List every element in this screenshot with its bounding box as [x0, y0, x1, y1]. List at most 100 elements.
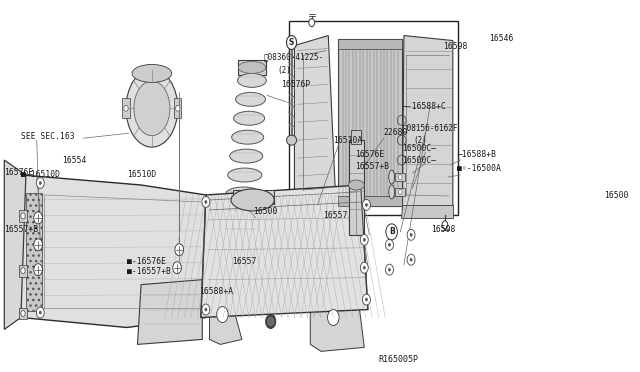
Circle shape [202, 196, 210, 208]
Ellipse shape [226, 187, 261, 201]
Ellipse shape [134, 81, 170, 136]
Polygon shape [138, 280, 202, 344]
Bar [232, 190, 275, 204]
Bar [396, 188, 405, 196]
Circle shape [34, 239, 42, 251]
Bar [338, 196, 403, 206]
Text: ■-16510D: ■-16510D [21, 170, 60, 179]
Text: 16557: 16557 [232, 257, 257, 266]
Ellipse shape [238, 61, 266, 73]
Ellipse shape [237, 73, 266, 87]
Text: 16576P: 16576P [282, 80, 311, 89]
Circle shape [399, 189, 402, 195]
Circle shape [175, 244, 184, 256]
Circle shape [21, 311, 25, 317]
Text: 16598: 16598 [443, 42, 467, 51]
Circle shape [36, 177, 44, 189]
Text: ■-16557+B: ■-16557+B [127, 267, 171, 276]
Bar [349, 140, 364, 235]
Polygon shape [310, 290, 364, 352]
Circle shape [365, 203, 367, 206]
Text: S: S [289, 38, 294, 47]
Circle shape [328, 310, 339, 326]
Text: (2): (2) [413, 136, 427, 145]
Bar [338, 39, 403, 48]
Ellipse shape [126, 70, 178, 147]
Circle shape [362, 294, 371, 305]
Ellipse shape [228, 168, 262, 182]
Circle shape [217, 307, 228, 323]
Polygon shape [401, 205, 453, 218]
Circle shape [34, 212, 42, 224]
Bar [19, 210, 27, 222]
Text: R165005P: R165005P [378, 355, 418, 364]
Circle shape [205, 308, 207, 311]
Ellipse shape [232, 130, 264, 144]
Circle shape [386, 224, 397, 240]
Text: ⒲08156-6162F: ⒲08156-6162F [403, 124, 458, 133]
Polygon shape [403, 36, 453, 210]
Text: 22680: 22680 [384, 128, 408, 137]
Text: 16598: 16598 [431, 225, 456, 234]
Polygon shape [21, 175, 206, 327]
Circle shape [39, 182, 42, 185]
Circle shape [202, 304, 210, 315]
Ellipse shape [388, 170, 394, 184]
Circle shape [266, 314, 276, 328]
Circle shape [124, 105, 128, 111]
Circle shape [407, 229, 415, 240]
Ellipse shape [348, 180, 364, 190]
Ellipse shape [287, 135, 296, 145]
Text: SEE SEC.163: SEE SEC.163 [21, 132, 74, 141]
Circle shape [268, 318, 273, 326]
Circle shape [410, 233, 412, 236]
Text: (2): (2) [277, 66, 291, 75]
Text: ─-16588+C: ─-16588+C [402, 102, 445, 111]
Text: 16510A: 16510A [333, 136, 363, 145]
Ellipse shape [224, 206, 260, 220]
Text: 16500: 16500 [253, 208, 277, 217]
Ellipse shape [221, 225, 259, 239]
Text: 16557+B: 16557+B [355, 161, 389, 171]
Circle shape [362, 199, 371, 211]
Circle shape [34, 264, 42, 276]
Circle shape [385, 239, 394, 250]
Text: ─16588+B: ─16588+B [457, 150, 496, 158]
Bar [122, 98, 129, 118]
Ellipse shape [234, 111, 264, 125]
Circle shape [407, 254, 415, 265]
Circle shape [205, 201, 207, 203]
Bar [396, 173, 405, 181]
Circle shape [385, 264, 394, 275]
Text: Ⓝ08360-41225-: Ⓝ08360-41225- [264, 52, 324, 61]
Text: 16500C─: 16500C─ [403, 144, 436, 153]
Polygon shape [201, 185, 368, 318]
Circle shape [21, 268, 25, 274]
Bar [19, 308, 27, 320]
Polygon shape [209, 298, 242, 344]
Ellipse shape [230, 149, 263, 163]
Bar [174, 98, 181, 118]
Circle shape [360, 234, 368, 245]
Circle shape [36, 307, 44, 318]
Text: 16546: 16546 [489, 34, 513, 43]
Circle shape [39, 311, 42, 314]
Bar [351, 130, 362, 144]
Text: 16554: 16554 [62, 155, 86, 164]
Ellipse shape [231, 189, 275, 211]
Polygon shape [294, 36, 335, 205]
Text: 16588+A: 16588+A [200, 287, 234, 296]
Circle shape [410, 258, 412, 261]
Ellipse shape [132, 64, 172, 82]
Text: 16576E: 16576E [355, 150, 384, 158]
Ellipse shape [236, 92, 266, 106]
Text: B: B [388, 227, 394, 236]
Circle shape [173, 262, 181, 274]
Text: ■◦-16500A: ■◦-16500A [457, 164, 501, 173]
Ellipse shape [388, 185, 394, 199]
Text: 16500: 16500 [604, 192, 628, 201]
Polygon shape [294, 195, 339, 215]
Bar [238, 61, 266, 76]
Bar [220, 248, 262, 268]
Circle shape [21, 213, 25, 219]
